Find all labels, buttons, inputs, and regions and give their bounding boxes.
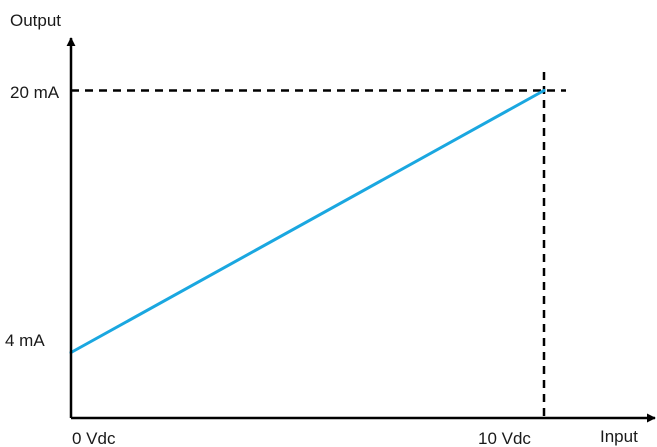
- series-layer: [69, 89, 546, 354]
- x-axis-label: Input: [600, 427, 638, 446]
- y-tick-label-4ma: 4 mA: [5, 331, 45, 350]
- data-point-0-1: [542, 89, 546, 92]
- y-tick-label-20ma: 20 mA: [10, 83, 60, 102]
- x-tick-label-10vdc: 10 Vdc: [478, 429, 531, 447]
- series-line-0: [69, 89, 546, 354]
- y-axis-label: Output: [10, 11, 61, 30]
- reference-lines: [71, 72, 566, 418]
- x-tick-label-0vdc: 0 Vdc: [72, 429, 116, 447]
